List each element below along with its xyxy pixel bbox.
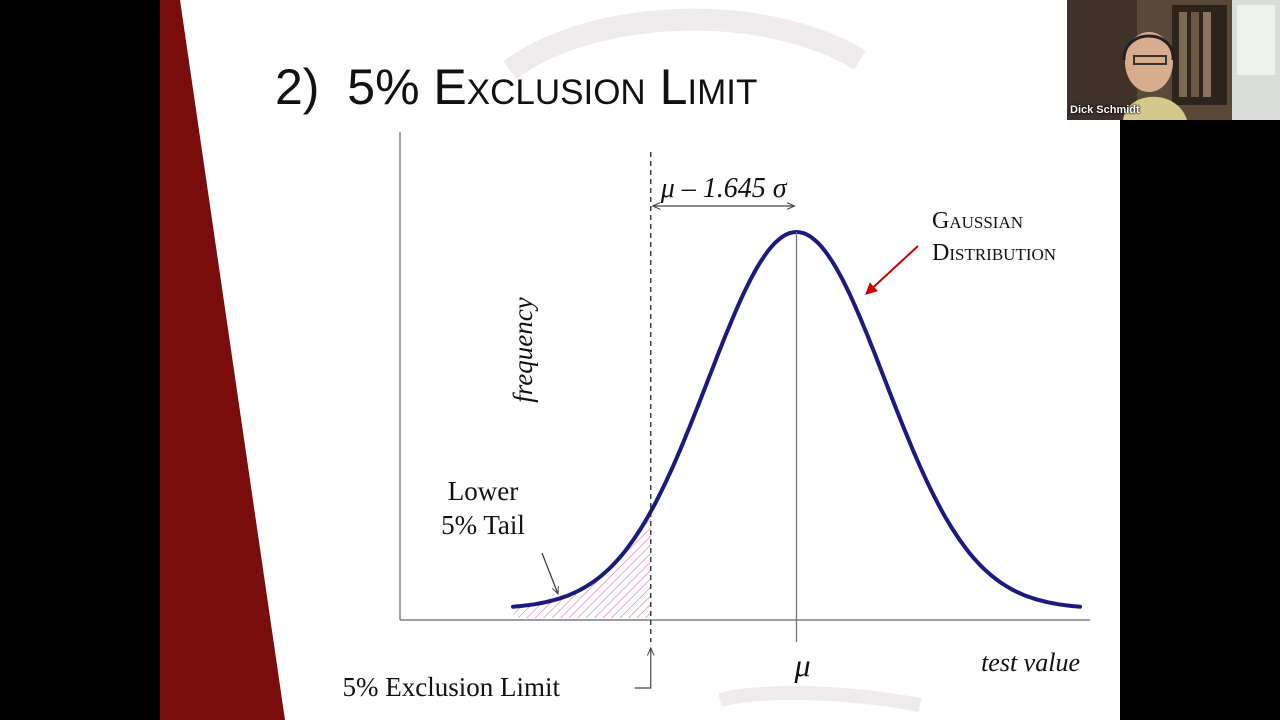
participant-video-tile[interactable]: Dick Schmidt bbox=[1067, 0, 1280, 120]
participant-face bbox=[1125, 32, 1173, 92]
exclusion-limit-label: 5% Exclusion Limit bbox=[343, 672, 561, 702]
tail-label-line1: Lower bbox=[448, 476, 518, 506]
interval-label: μ – 1.645 σ bbox=[660, 173, 788, 204]
exclusion-limit-pointer bbox=[634, 648, 651, 689]
watermark-arc bbox=[718, 686, 922, 712]
mean-label: μ bbox=[793, 647, 810, 683]
slide-title-number: 2) bbox=[275, 59, 320, 115]
y-axis-label: frequency bbox=[508, 297, 538, 402]
participant-video bbox=[1067, 0, 1280, 120]
red-accent-band bbox=[160, 0, 285, 720]
tail-pointer-arrow bbox=[541, 552, 558, 594]
slide-title-text: 5% Exclusion Limit bbox=[347, 59, 758, 115]
lower-tail-area bbox=[513, 511, 651, 618]
participant-name: Dick Schmidt bbox=[1070, 104, 1140, 116]
gaussian-chart: μ – 1.645 σ frequency test value μ Gauss… bbox=[343, 132, 1090, 702]
distribution-label-line2: Distribution bbox=[932, 240, 1056, 266]
tail-label-line2: 5% Tail bbox=[441, 510, 525, 540]
x-axis-label: test value bbox=[981, 648, 1080, 677]
distribution-pointer-arrow bbox=[865, 245, 919, 295]
distribution-label-line1: Gaussian bbox=[932, 208, 1023, 234]
slide-title: 2) 5% Exclusion Limit bbox=[275, 58, 757, 116]
watermark-arc bbox=[503, 8, 866, 79]
slide-background bbox=[160, 0, 922, 720]
presentation-slide: 2) 5% Exclusion Limit μ – 1.645 σ bbox=[160, 0, 1120, 720]
